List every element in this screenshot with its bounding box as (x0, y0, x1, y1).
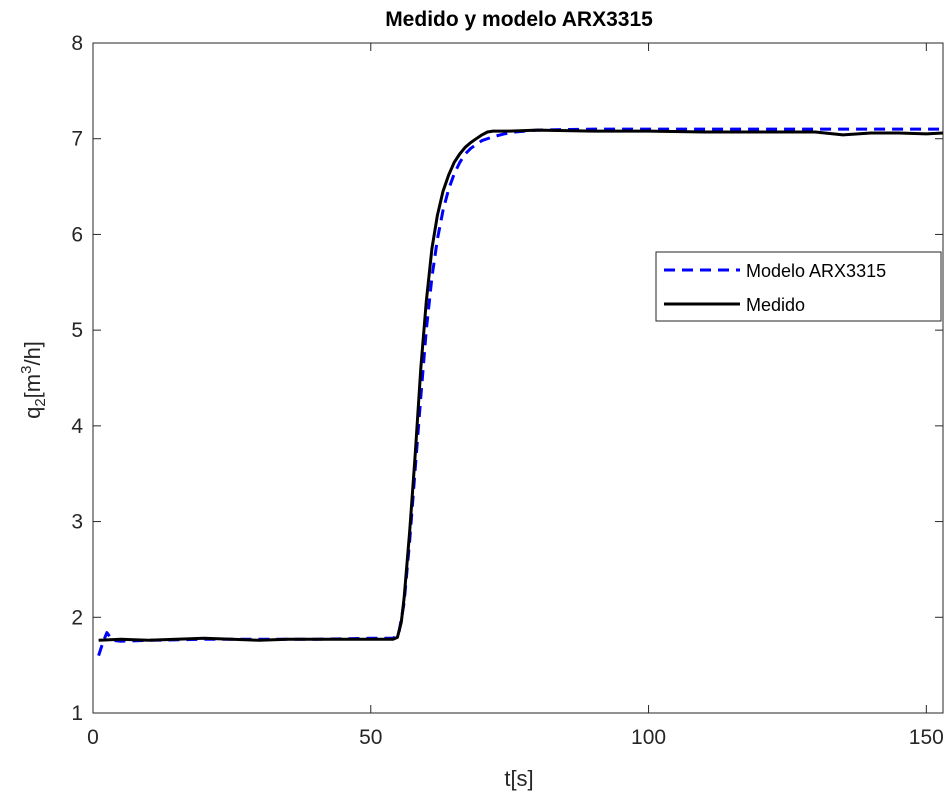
y-label-end: /h] (20, 341, 45, 365)
y-axis: 1 2 3 4 5 6 7 8 (71, 32, 943, 725)
y-tick-label-3: 3 (71, 511, 83, 534)
legend-label-modelo: Modelo ARX3315 (746, 261, 886, 281)
y-tick-label-8: 8 (71, 32, 83, 55)
plot-frame (92, 42, 944, 714)
x-tick-label-150: 150 (909, 726, 944, 749)
y-tick-label-1: 1 (71, 702, 83, 725)
plot-area: 0 50 100 150 1 2 3 4 5 6 7 8 (71, 32, 944, 749)
legend-box (655, 251, 942, 322)
chart-title: Medido y modelo ARX3315 (385, 8, 653, 31)
y-label-middle: [m (20, 374, 45, 398)
y-label-subscript: 2 (32, 398, 49, 406)
y-tick-label-5: 5 (71, 319, 83, 342)
y-tick-label-2: 2 (71, 606, 83, 629)
y-tick-label-4: 4 (71, 415, 83, 438)
x-tick-label-100: 100 (631, 726, 666, 749)
legend-label-medido: Medido (746, 295, 805, 315)
y-label-base: q (20, 407, 45, 419)
x-axis-label: t[s] (504, 766, 533, 791)
legend: Modelo ARX3315 Medido (655, 251, 942, 322)
series-layer (97, 127, 943, 657)
series-line-medido (98, 128, 943, 642)
y-tick-label-6: 6 (71, 223, 83, 246)
y-axis-label: q2[m3/h] (18, 341, 49, 419)
y-tick-label-7: 7 (71, 128, 83, 151)
plot-background (93, 43, 943, 713)
y-label-superscript: 3 (18, 366, 35, 374)
x-tick-label-0: 0 (87, 726, 99, 749)
x-tick-label-50: 50 (359, 726, 382, 749)
x-axis: 0 50 100 150 (87, 43, 944, 749)
